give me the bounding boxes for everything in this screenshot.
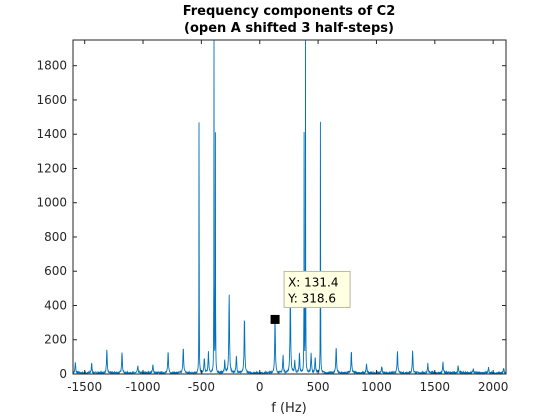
- data-tip-y-value: Y: 318.6: [287, 291, 336, 305]
- data-tip-box: [283, 270, 351, 308]
- y-tick-label: 1200: [36, 161, 67, 175]
- y-tick-label: 1400: [36, 127, 67, 141]
- axes-box: [72, 39, 507, 375]
- data-tip-marker[interactable]: [270, 314, 280, 324]
- y-tick-label: 1800: [36, 59, 67, 73]
- y-tick-label: 600: [44, 264, 67, 278]
- x-axis-label: f (Hz): [271, 401, 306, 416]
- y-tick-label: 800: [44, 230, 67, 244]
- axis-ticks: -1500 -1000 -500 0 500 1000 1500 2000 0 200 400 600…: [36, 40, 508, 394]
- x-tick-label: -1000: [126, 380, 161, 394]
- y-tick-label: 1600: [36, 93, 67, 107]
- chart-title-line-2: (open A shifted 3 half-steps): [184, 21, 394, 36]
- x-tick-label: -1500: [67, 380, 102, 394]
- x-tick-label: 0: [256, 380, 264, 394]
- x-tick-label: -500: [188, 380, 215, 394]
- chart-title-line-1: Frequency components of C2: [183, 4, 396, 19]
- y-tick-label: 200: [44, 333, 67, 347]
- y-tick-label: 0: [59, 367, 67, 381]
- y-tick-label: 1000: [36, 196, 67, 210]
- x-tick-label: 1500: [420, 380, 451, 394]
- spectrum-line[interactable]: [73, 36, 506, 374]
- x-tick-label: 2000: [478, 380, 509, 394]
- data-tip-x-value: X: 131.4: [288, 275, 338, 289]
- x-tick-label: 500: [307, 380, 330, 394]
- plot-area: [72, 36, 507, 375]
- x-tick-label: 1000: [361, 380, 392, 394]
- y-tick-label: 400: [44, 298, 67, 312]
- data-tip[interactable]: X: 131.4 Y: 318.6: [270, 270, 351, 324]
